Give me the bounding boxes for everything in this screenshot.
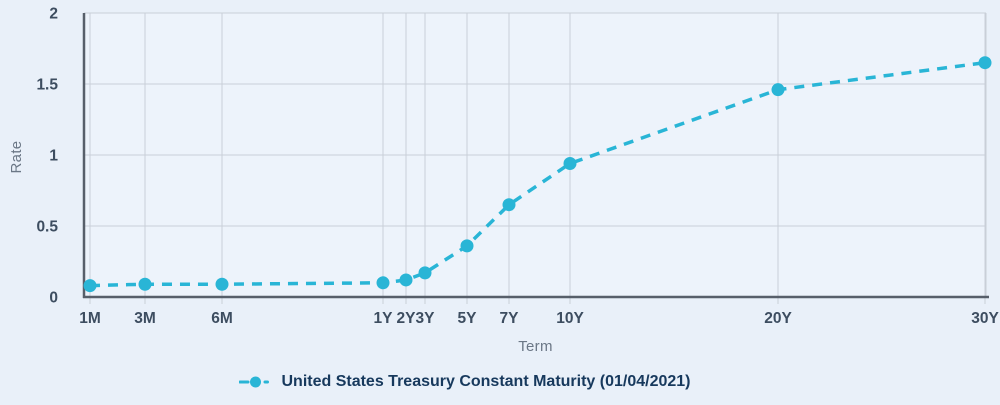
svg-text:1Y: 1Y [374,310,394,327]
legend-label: United States Treasury Constant Maturity… [281,373,691,390]
svg-text:3M: 3M [134,310,156,327]
svg-text:1.5: 1.5 [36,77,58,94]
svg-text:30Y: 30Y [971,310,999,327]
svg-text:5Y: 5Y [458,310,478,327]
y-axis-title: Rate [8,140,25,174]
svg-text:6M: 6M [211,310,233,327]
svg-text:0.5: 0.5 [36,219,58,236]
data-point[interactable] [460,239,474,253]
gridlines [84,12,987,304]
data-point[interactable] [138,277,152,291]
svg-text:1M: 1M [79,310,101,327]
data-point[interactable] [215,277,229,291]
x-tick-labels: 1M 3M 6M 1Y 2Y 3Y 5Y 7Y 10Y 20Y 30Y [79,310,999,327]
data-point[interactable] [563,157,577,171]
legend-series-marker-icon [239,376,270,388]
svg-text:2: 2 [49,6,58,23]
data-point[interactable] [978,56,992,70]
svg-text:1: 1 [49,148,58,165]
data-point[interactable] [83,279,97,293]
data-point[interactable] [502,198,516,212]
svg-text:20Y: 20Y [764,310,792,327]
data-point[interactable] [418,266,432,280]
svg-text:10Y: 10Y [556,310,584,327]
y-tick-labels: 0 0.5 1 1.5 2 [36,6,58,307]
svg-text:0: 0 [49,290,58,307]
svg-text:2Y: 2Y [397,310,417,327]
plot-area: 0 0.5 1 1.5 2 1M 3M 6M 1Y 2Y 3Y 5Y 7Y 10Y 20Y 30Y [36,6,999,328]
legend-item[interactable]: United States Treasury Constant Maturity… [0,369,930,395]
x-axis-title: Term [518,338,553,355]
axis-lines [82,13,989,299]
svg-text:3Y: 3Y [416,310,436,327]
data-point[interactable] [399,273,413,287]
data-point[interactable] [376,276,390,290]
svg-text:7Y: 7Y [500,310,520,327]
data-point[interactable] [771,83,785,97]
